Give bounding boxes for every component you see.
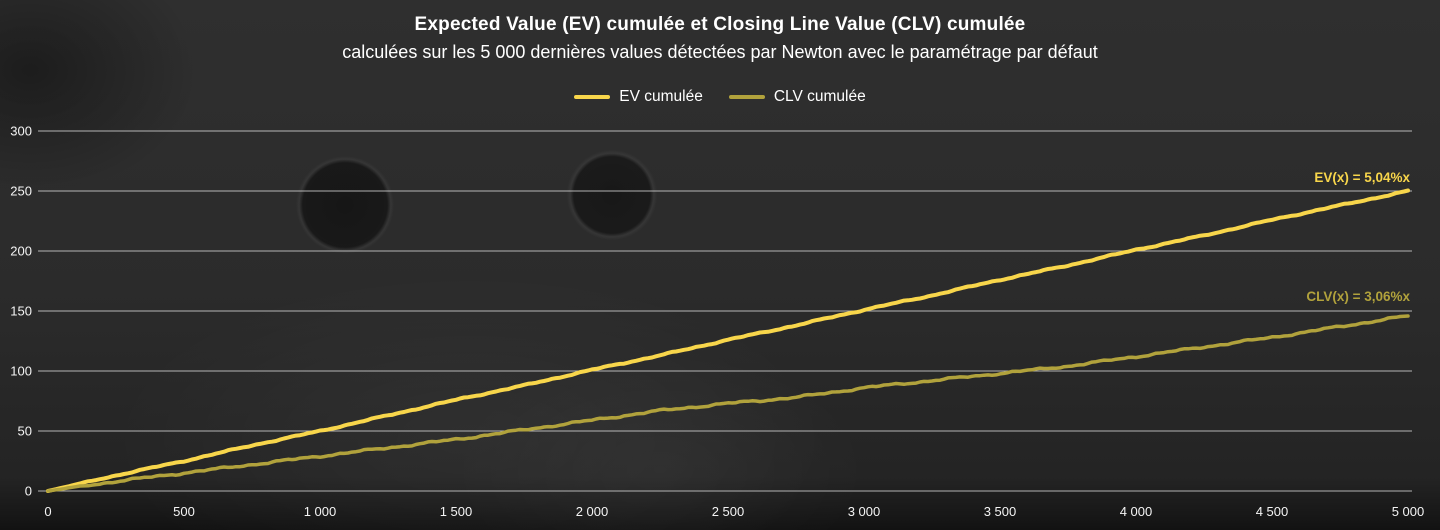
legend-item-ev: EV cumulée [574,88,703,106]
chart-subtitle: calculées sur les 5 000 dernières values… [342,42,1098,62]
x-tick-label: 4 500 [1256,504,1289,519]
ev-trendline-annotation: EV(x) = 5,04%x [1314,170,1410,185]
x-tick-label: 500 [173,504,195,519]
y-tick-label: 200 [10,244,32,259]
y-tick-label: 250 [10,184,32,199]
clv-line [46,314,1410,493]
x-tick-label: 0 [44,504,51,519]
x-tick-label: 3 000 [848,504,881,519]
ev-line [46,188,1410,493]
ev-line-swatch-icon [574,95,611,99]
x-tick-label: 2 000 [576,504,609,519]
x-tick-label: 1 500 [440,504,473,519]
chart-title: Expected Value (EV) cumulée et Closing L… [414,14,1026,35]
y-tick-label: 300 [10,124,32,139]
chart-legend: EV cumulée CLV cumulée [0,88,1440,106]
clv-trendline-annotation: CLV(x) = 3,06%x [1306,289,1410,304]
y-tick-label: 0 [25,484,32,499]
x-tick-label: 2 500 [712,504,745,519]
legend-item-clv: CLV cumulée [728,88,866,106]
x-tick-label: 5 000 [1392,504,1425,519]
legend-label-clv: CLV cumulée [773,88,866,105]
x-tick-label: 3 500 [984,504,1017,519]
y-tick-label: 100 [10,364,32,379]
x-tick-label: 1 000 [304,504,337,519]
y-tick-label: 50 [18,424,32,439]
x-tick-label: 4 000 [1120,504,1153,519]
clv-line-swatch-icon [728,95,765,99]
legend-label-ev: EV cumulée [619,88,703,105]
y-tick-label: 150 [10,304,32,319]
